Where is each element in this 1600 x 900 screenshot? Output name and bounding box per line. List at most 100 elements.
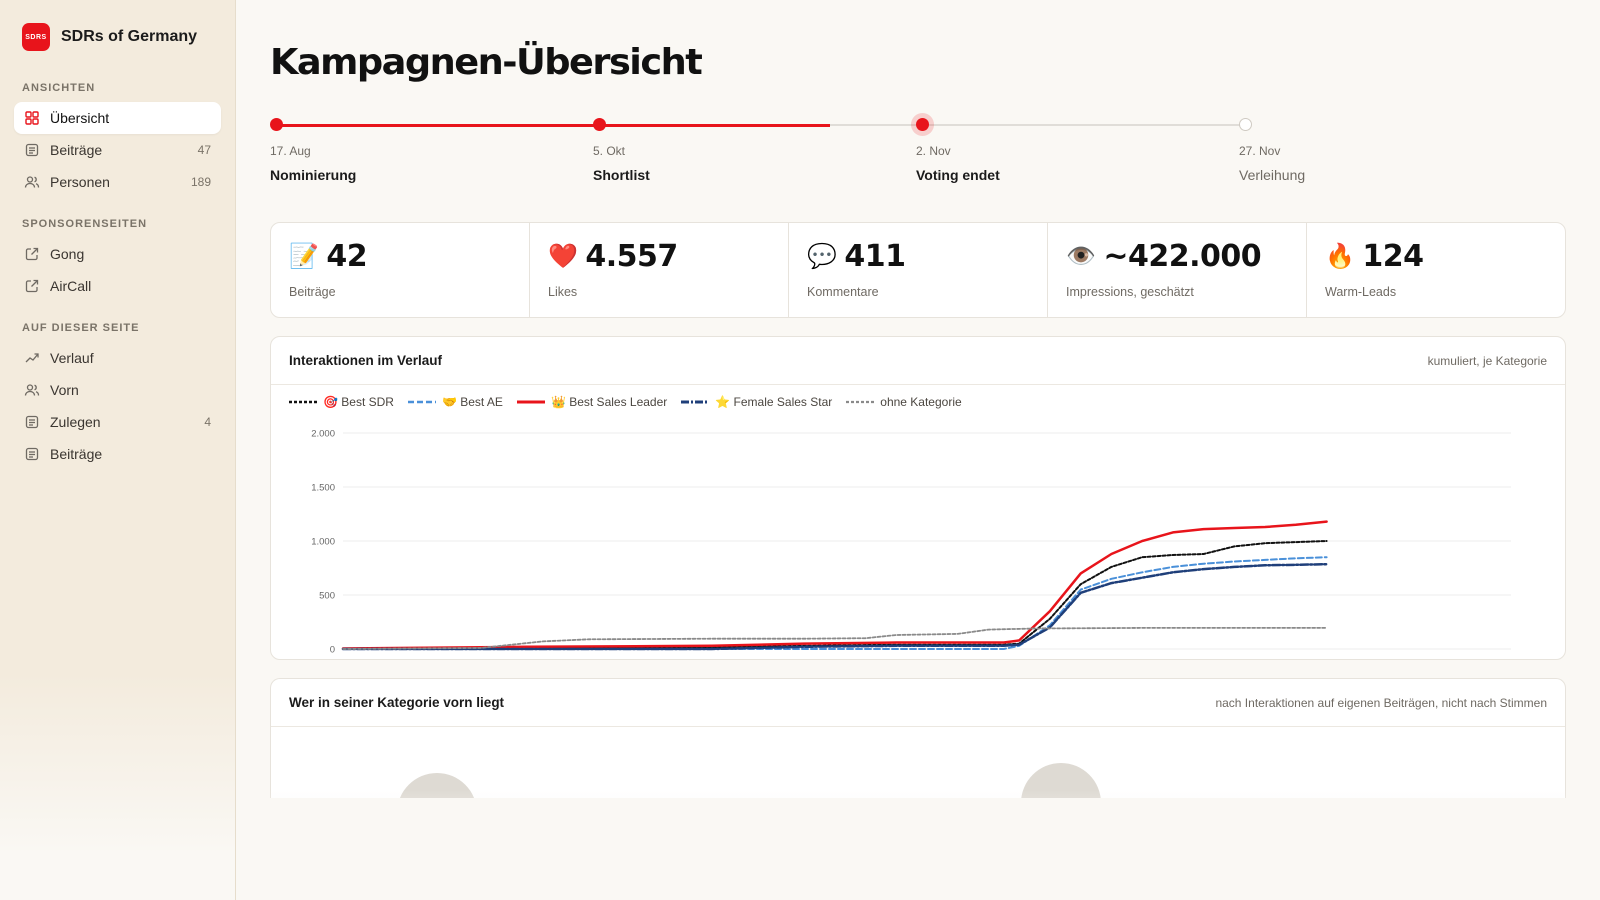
sidebar: SDRS SDRs of Germany ANSICHTEN Übersicht B… xyxy=(0,0,236,900)
campaign-timeline: 17. Aug Nominierung 5. Okt Shortlist 2. Nov V… xyxy=(270,112,1566,222)
legend-swatch xyxy=(846,400,875,404)
kpi-value: ~422.000 xyxy=(1103,238,1262,274)
legend-label: ohne Kategorie xyxy=(880,395,962,409)
kpi-value-row: 💬 411 xyxy=(807,239,1029,274)
page-title: Kampagnen-Übersicht xyxy=(270,42,703,83)
sidebar-item-label: Verlauf xyxy=(50,350,94,366)
timeline-step: 17. Aug Nominierung xyxy=(270,144,356,183)
kpi-value-row: 👁️ ~422.000 xyxy=(1066,238,1288,274)
sidebar-item-verlauf[interactable]: Verlauf xyxy=(14,342,221,374)
kpi-emoji-icon: 💬 xyxy=(807,242,837,270)
chart-card-title: Interaktionen im Verlauf xyxy=(289,353,443,368)
kpi-value-row: 🔥 124 xyxy=(1325,239,1547,274)
sidebar-item-count: 189 xyxy=(190,175,211,189)
main-content: Kampagnen-Übersicht 17. Aug Nominierung 5.… xyxy=(270,0,1566,798)
sidebar-item-aircall[interactable]: AirCall xyxy=(14,270,221,302)
kpi-label: Kommentare xyxy=(807,285,879,299)
bottom-fade xyxy=(236,790,1600,900)
kpi-row: 📝 42 Beiträge ❤️ 4.557 Likes 💬 411 Kommentare 👁️ ~… xyxy=(270,222,1566,318)
users-icon xyxy=(24,382,40,398)
kpi-emoji-icon: 🔥 xyxy=(1325,242,1355,270)
timeline-step: 5. Okt Shortlist xyxy=(593,144,650,183)
sidebar-item-label: Gong xyxy=(50,246,85,262)
sidebar-item-beitraege[interactable]: Beiträge 47 xyxy=(14,134,221,166)
timeline-dot xyxy=(270,118,283,131)
sidebar-item-label: Vorn xyxy=(50,382,79,398)
interactions-chart-card: Interaktionen im Verlauf kumuliert, je K… xyxy=(270,336,1566,660)
sidebar-section-title: SPONSORENSEITEN xyxy=(22,218,148,230)
leaders-card-note: nach Interaktionen auf eigenen Beiträgen… xyxy=(1215,695,1547,710)
kpi-card: ❤️ 4.557 Likes xyxy=(530,223,789,317)
series-line-1 xyxy=(342,556,1328,650)
legend-swatch xyxy=(407,400,436,404)
sidebar-item-gong[interactable]: Gong xyxy=(14,238,221,270)
legend-item[interactable]: 👑 Best Sales Leader xyxy=(516,395,668,409)
sidebar-item-label: AirCall xyxy=(50,278,92,294)
series-line-4 xyxy=(342,626,1328,650)
sidebar-item-label: Beiträge xyxy=(50,446,103,462)
timeline-dot xyxy=(593,118,606,131)
legend-item[interactable]: ⭐ Female Sales Star xyxy=(681,395,832,409)
leaders-card-header: Wer in seiner Kategorie vorn liegt nach … xyxy=(271,679,1565,727)
y-tick-label: 1.500 xyxy=(311,483,335,494)
kpi-card: 👁️ ~422.000 Impressions, geschätzt xyxy=(1048,223,1307,317)
kpi-value: 42 xyxy=(326,238,368,274)
external-link-icon xyxy=(24,278,40,294)
document-icon xyxy=(24,142,40,158)
y-tick-label: 1.000 xyxy=(311,537,335,548)
kpi-card: 📝 42 Beiträge xyxy=(271,223,530,317)
grid-icon xyxy=(24,110,40,126)
brand-logo-text: SDRS xyxy=(25,33,47,41)
brand-logo: SDRS xyxy=(22,23,50,51)
legend-item[interactable]: 🤝 Best AE xyxy=(407,395,503,409)
timeline-step-date: 2. Nov xyxy=(916,144,951,158)
sidebar-item-label: Zulegen xyxy=(50,414,101,430)
legend-item[interactable]: 🎯 Best SDR xyxy=(289,395,394,409)
kpi-card: 🔥 124 Warm-Leads xyxy=(1307,223,1565,317)
legend-item[interactable]: ohne Kategorie xyxy=(846,395,962,409)
category-leaders-card: Wer in seiner Kategorie vorn liegt nach … xyxy=(270,678,1566,798)
legend-label: 👑 Best Sales Leader xyxy=(550,395,668,409)
sidebar-item-label: Übersicht xyxy=(50,110,110,126)
legend-label: ⭐ Female Sales Star xyxy=(715,395,833,409)
timeline-step-name: Verleihung xyxy=(1239,167,1306,183)
kpi-emoji-icon: ❤️ xyxy=(548,242,578,270)
sidebar-item-uebersicht[interactable]: Übersicht xyxy=(14,102,221,134)
y-tick-label: 500 xyxy=(319,591,335,602)
sidebar-item-beitraege[interactable]: Beiträge xyxy=(14,438,221,470)
sidebar-section: ANSICHTEN Übersicht Beiträge 47 Personen 189 xyxy=(14,82,221,198)
sidebar-item-zulegen[interactable]: Zulegen 4 xyxy=(14,406,221,438)
timeline-progress xyxy=(276,124,831,127)
sidebar-item-vorn[interactable]: Vorn xyxy=(14,374,221,406)
timeline-step-date: 5. Okt xyxy=(593,144,626,158)
timeline-step-name: Nominierung xyxy=(270,167,357,183)
kpi-label: Likes xyxy=(548,285,578,299)
legend-label: 🤝 Best AE xyxy=(441,395,503,409)
document-icon xyxy=(24,414,40,430)
sidebar-section-title: ANSICHTEN xyxy=(22,82,96,94)
sidebar-item-personen[interactable]: Personen 189 xyxy=(14,166,221,198)
brand-name: SDRs of Germany xyxy=(61,28,198,45)
kpi-label: Impressions, geschätzt xyxy=(1066,285,1194,299)
timeline-dot xyxy=(916,118,929,131)
legend-swatch xyxy=(516,400,545,404)
kpi-label: Warm-Leads xyxy=(1325,285,1397,299)
legend-swatch xyxy=(681,400,710,404)
chart-legend: 🎯 Best SDR 🤝 Best AE 👑 Best Sales Leader ⭐ … xyxy=(271,385,1565,419)
kpi-emoji-icon: 👁️ xyxy=(1066,242,1096,270)
timeline-step-date: 27. Nov xyxy=(1239,144,1281,158)
sidebar-item-count: 4 xyxy=(204,415,211,429)
kpi-value-row: 📝 42 xyxy=(289,238,511,274)
series-line-3 xyxy=(341,562,1328,651)
sidebar-section: AUF DIESER SEITE Verlauf Vorn Zulegen 4 Beitr… xyxy=(14,322,221,470)
timeline-step: 2. Nov Voting endet xyxy=(916,144,1000,183)
document-icon xyxy=(24,446,40,462)
sidebar-nav: ANSICHTEN Übersicht Beiträge 47 Personen 189 S… xyxy=(14,82,221,470)
trend-icon xyxy=(24,350,40,366)
legend-label: 🎯 Best SDR xyxy=(323,395,394,409)
timeline-step-name: Voting endet xyxy=(916,167,1000,183)
brand[interactable]: SDRS SDRs of Germany xyxy=(14,0,221,74)
kpi-emoji-icon: 📝 xyxy=(289,242,319,270)
